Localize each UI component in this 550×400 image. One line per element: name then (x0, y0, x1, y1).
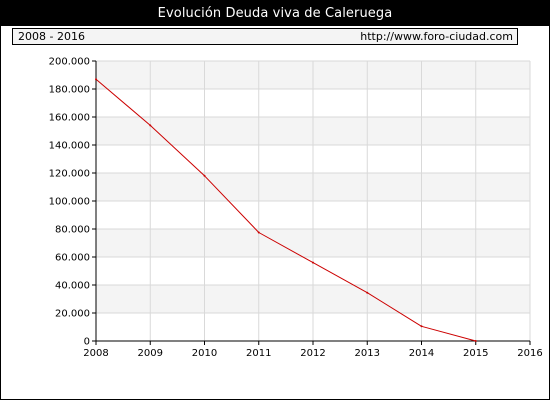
x-tick-label: 2012 (300, 348, 325, 359)
y-tick-label: 60.000 (55, 253, 90, 264)
series-line (95, 78, 476, 342)
data-point (474, 340, 477, 342)
data-point (149, 124, 152, 127)
y-tick-label: 0 (84, 337, 90, 348)
x-tick-label: 2009 (138, 348, 163, 359)
data-point (420, 325, 423, 328)
period-label: 2008 - 2016 (18, 30, 85, 43)
chart-title-bar: Evolución Deuda viva de Caleruega (1, 1, 549, 26)
x-tick-label: 2013 (355, 348, 380, 359)
y-tick-label: 20.000 (55, 309, 90, 320)
y-tick-label: 200.000 (49, 57, 90, 68)
x-tick-label: 2014 (409, 348, 434, 359)
y-tick-label: 40.000 (55, 281, 90, 292)
data-point (95, 78, 97, 81)
data-point (366, 291, 369, 294)
x-tick-label: 2016 (517, 348, 542, 359)
y-tick-label: 120.000 (49, 169, 90, 180)
chart-title: Evolución Deuda viva de Caleruega (157, 6, 393, 21)
y-tick-label: 140.000 (49, 141, 90, 152)
x-tick-label: 2011 (246, 348, 271, 359)
data-point (203, 174, 206, 177)
data-point (312, 261, 314, 264)
x-tick-label: 2015 (463, 348, 488, 359)
x-tick-label: 2008 (83, 348, 108, 359)
x-tick-label: 2010 (192, 348, 217, 359)
y-tick-label: 100.000 (49, 197, 90, 208)
data-point (257, 231, 260, 234)
source-link[interactable]: http://www.foro-ciudad.com (360, 30, 513, 43)
y-tick-label: 160.000 (49, 113, 90, 124)
info-bar: 2008 - 2016 http://www.foro-ciudad.com (12, 28, 518, 45)
y-tick-label: 180.000 (49, 85, 90, 96)
y-tick-label: 80.000 (55, 225, 90, 236)
